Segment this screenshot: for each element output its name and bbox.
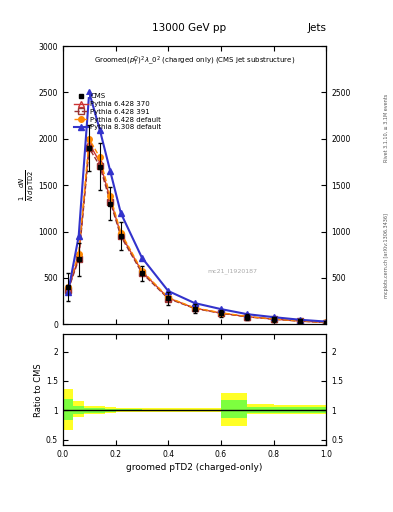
Pythia 6.428 default bbox=[76, 251, 81, 257]
Line: Pythia 6.428 default: Pythia 6.428 default bbox=[65, 136, 329, 325]
Text: mc21_I1920187: mc21_I1920187 bbox=[208, 269, 258, 274]
Pythia 6.428 391 bbox=[87, 145, 92, 151]
Pythia 6.428 default bbox=[118, 229, 123, 236]
Legend: CMS, Pythia 6.428 370, Pythia 6.428 391, Pythia 6.428 default, Pythia 8.308 defa: CMS, Pythia 6.428 370, Pythia 6.428 391,… bbox=[72, 91, 163, 133]
Pythia 6.428 391 bbox=[271, 316, 276, 322]
Pythia 8.308 default bbox=[87, 90, 92, 96]
Text: Groomed$(p_T^D)^2\lambda\_0^2$ (charged only) (CMS jet substructure): Groomed$(p_T^D)^2\lambda\_0^2$ (charged … bbox=[94, 54, 295, 68]
Pythia 6.428 370 bbox=[245, 314, 250, 320]
Pythia 6.428 391 bbox=[219, 310, 223, 316]
Pythia 8.308 default bbox=[97, 126, 102, 133]
Pythia 6.428 391 bbox=[192, 305, 197, 311]
Pythia 6.428 391 bbox=[245, 314, 250, 320]
Pythia 6.428 370 bbox=[76, 254, 81, 261]
Pythia 6.428 370 bbox=[324, 319, 329, 326]
Pythia 6.428 391 bbox=[166, 295, 171, 302]
Pythia 6.428 370 bbox=[118, 231, 123, 238]
Line: Pythia 6.428 370: Pythia 6.428 370 bbox=[65, 141, 329, 325]
Pythia 6.428 391 bbox=[97, 163, 102, 169]
Pythia 6.428 default bbox=[245, 313, 250, 319]
Pythia 8.308 default bbox=[245, 311, 250, 317]
Pythia 6.428 370 bbox=[108, 196, 113, 202]
Pythia 6.428 391 bbox=[118, 233, 123, 239]
Pythia 8.308 default bbox=[271, 314, 276, 320]
Pythia 8.308 default bbox=[166, 288, 171, 294]
Pythia 6.428 default bbox=[87, 136, 92, 142]
X-axis label: groomed pTD2 (charged-only): groomed pTD2 (charged-only) bbox=[126, 463, 263, 473]
Text: Jets: Jets bbox=[307, 23, 326, 33]
Pythia 6.428 default bbox=[271, 316, 276, 322]
Pythia 6.428 default bbox=[166, 294, 171, 301]
Pythia 6.428 default bbox=[140, 267, 144, 273]
Pythia 8.308 default bbox=[108, 168, 113, 175]
Pythia 6.428 default bbox=[108, 194, 113, 200]
Pythia 6.428 391 bbox=[140, 270, 144, 276]
Y-axis label: $\frac{1}{N}\frac{dN}{d\,\mathrm{pTD2}}$: $\frac{1}{N}\frac{dN}{d\,\mathrm{pTD2}}$ bbox=[17, 169, 36, 201]
Pythia 8.308 default bbox=[298, 316, 302, 323]
Pythia 6.428 370 bbox=[219, 310, 223, 316]
Pythia 6.428 391 bbox=[324, 319, 329, 326]
Pythia 6.428 370 bbox=[192, 305, 197, 311]
Pythia 6.428 391 bbox=[108, 199, 113, 205]
Pythia 6.428 default bbox=[324, 319, 329, 326]
Pythia 8.308 default bbox=[66, 289, 70, 295]
Y-axis label: Ratio to CMS: Ratio to CMS bbox=[34, 363, 43, 417]
Pythia 8.308 default bbox=[140, 254, 144, 261]
Pythia 6.428 391 bbox=[298, 318, 302, 324]
Line: Pythia 6.428 391: Pythia 6.428 391 bbox=[65, 145, 329, 325]
Line: Pythia 8.308 default: Pythia 8.308 default bbox=[65, 90, 329, 325]
Pythia 6.428 370 bbox=[66, 286, 70, 292]
Text: 13000 GeV pp: 13000 GeV pp bbox=[152, 23, 226, 33]
Pythia 6.428 default bbox=[66, 284, 70, 290]
Text: Rivet 3.1.10, ≥ 3.1M events: Rivet 3.1.10, ≥ 3.1M events bbox=[384, 94, 389, 162]
Text: mcplots.cern.ch [arXiv:1306.3436]: mcplots.cern.ch [arXiv:1306.3436] bbox=[384, 214, 389, 298]
Pythia 6.428 370 bbox=[271, 316, 276, 322]
Pythia 8.308 default bbox=[324, 318, 329, 325]
Pythia 6.428 391 bbox=[76, 257, 81, 263]
Pythia 6.428 370 bbox=[140, 268, 144, 274]
Pythia 6.428 default bbox=[298, 318, 302, 324]
Pythia 6.428 default bbox=[192, 305, 197, 311]
Pythia 8.308 default bbox=[118, 210, 123, 216]
Pythia 6.428 370 bbox=[97, 159, 102, 165]
Pythia 6.428 default bbox=[219, 310, 223, 316]
Pythia 6.428 370 bbox=[298, 318, 302, 324]
Pythia 6.428 370 bbox=[166, 295, 171, 301]
Pythia 8.308 default bbox=[192, 300, 197, 306]
Pythia 6.428 default bbox=[97, 154, 102, 160]
Pythia 6.428 391 bbox=[66, 287, 70, 293]
Pythia 8.308 default bbox=[219, 306, 223, 312]
Pythia 8.308 default bbox=[76, 233, 81, 239]
Pythia 6.428 370 bbox=[87, 140, 92, 146]
